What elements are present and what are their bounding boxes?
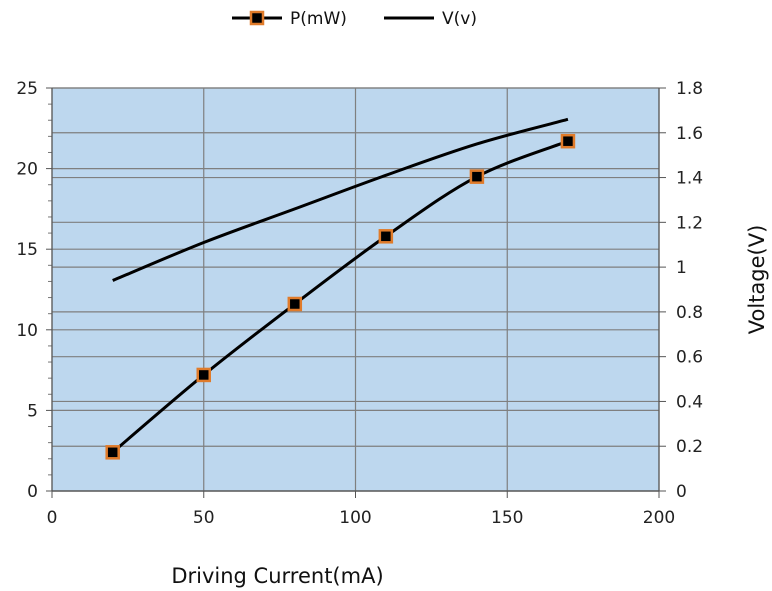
gridlines <box>51 87 660 492</box>
series-layer <box>105 117 576 460</box>
y-tick-label: 25 <box>16 79 38 99</box>
y2-axis-title: Voltage(V) <box>745 225 769 335</box>
x-tick-label: 50 <box>193 508 215 528</box>
y-tick-label: 15 <box>16 240 38 260</box>
y2-tick-label: 0.8 <box>676 303 703 323</box>
y2-tick-label: 1.6 <box>676 124 703 144</box>
x-axis-title: Driving Current(mA) <box>171 564 383 588</box>
legend: P(mW) V(v) <box>232 9 477 29</box>
y-tick-label: 5 <box>27 401 38 421</box>
axes: 0 50 100 150 200051015202500.20.40.60.811.21… <box>16 79 703 528</box>
y-tick-label: 20 <box>16 160 38 180</box>
data-point-marker <box>196 367 211 383</box>
legend-item-power-label: P(mW) <box>290 9 347 29</box>
legend-item-voltage-label: V(v) <box>442 9 477 29</box>
data-point-marker <box>469 169 485 184</box>
data-point-marker <box>560 133 576 149</box>
y2-tick-label: 0.4 <box>676 392 703 412</box>
x-tick-label: 100 <box>339 508 371 528</box>
x-tick-label: 200 <box>643 508 675 528</box>
data-point-marker <box>287 296 303 312</box>
y-tick-label: 0 <box>27 482 38 502</box>
y2-tick-label: 0 <box>676 482 687 502</box>
x-tick-label: 150 <box>491 508 523 528</box>
y2-tick-label: 0.6 <box>676 348 703 368</box>
y2-tick-label: 1.2 <box>676 213 703 233</box>
legend-item-power-marker <box>249 10 265 26</box>
y2-tick-label: 1.8 <box>676 79 703 99</box>
x-tick-label: 0 <box>47 508 58 528</box>
y2-tick-label: 1 <box>676 258 687 278</box>
y2-tick-label: 1.4 <box>676 169 703 189</box>
data-point-marker <box>378 229 394 244</box>
y-tick-label: 10 <box>16 321 38 341</box>
y2-tick-label: 0.2 <box>676 437 703 457</box>
data-point-marker <box>105 445 120 460</box>
series-line-voltage <box>112 117 569 282</box>
